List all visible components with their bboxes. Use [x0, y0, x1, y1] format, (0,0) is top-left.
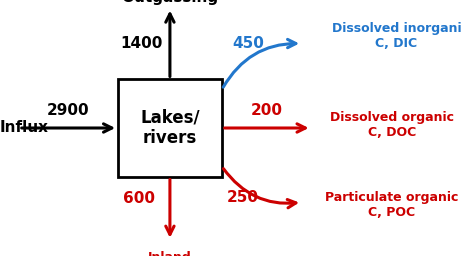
Text: Dissolved inorgani
C, DIC: Dissolved inorgani C, DIC	[332, 22, 461, 50]
Text: 600: 600	[123, 191, 155, 206]
Text: Lakes/
rivers: Lakes/ rivers	[140, 109, 200, 147]
Text: Dissolved organic
C, DOC: Dissolved organic C, DOC	[330, 111, 454, 140]
Text: 2900: 2900	[47, 103, 90, 118]
Text: 200: 200	[251, 103, 283, 118]
Text: 250: 250	[227, 190, 259, 205]
Text: 450: 450	[232, 36, 264, 51]
Text: Outgassing: Outgassing	[121, 0, 219, 5]
Text: Influx: Influx	[0, 121, 49, 135]
Text: Inland
deposition: Inland deposition	[133, 251, 207, 256]
Text: 1400: 1400	[120, 36, 163, 51]
FancyBboxPatch shape	[118, 79, 222, 177]
Text: Particulate organic
C, POC: Particulate organic C, POC	[325, 191, 458, 219]
